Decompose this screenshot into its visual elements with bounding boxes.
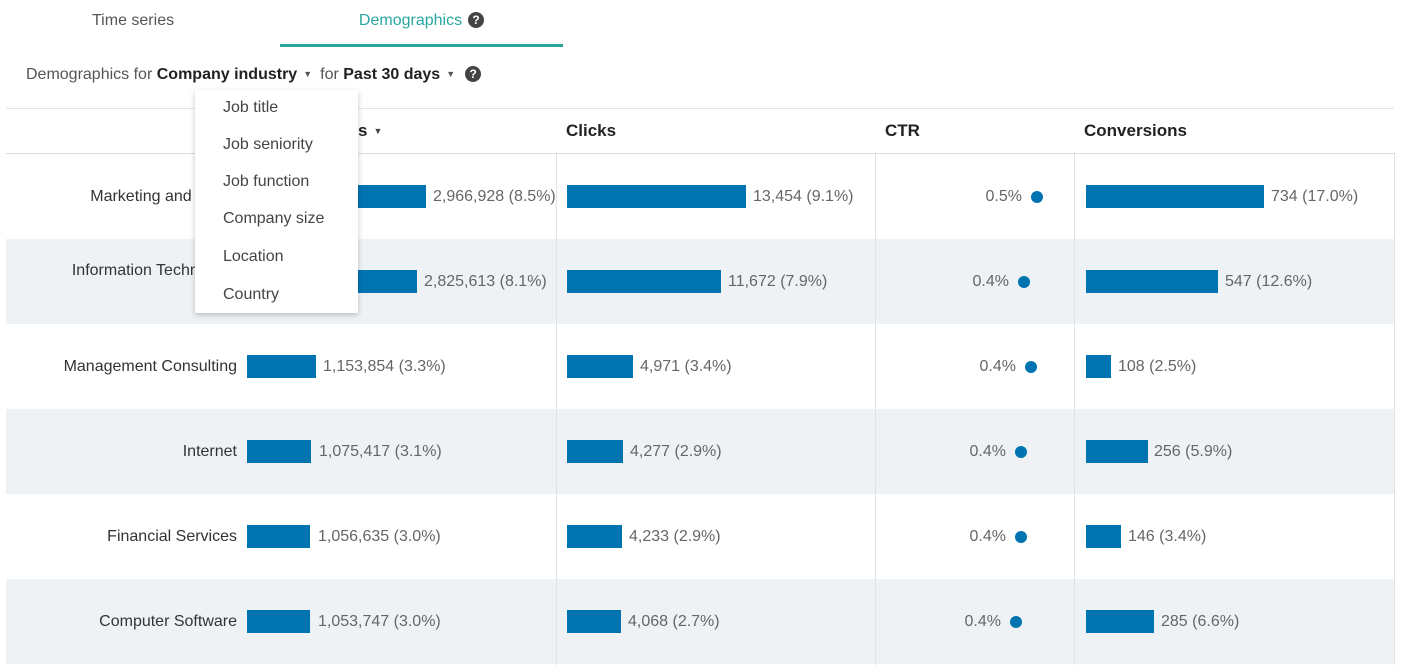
- tab-time-series[interactable]: Time series: [92, 12, 175, 29]
- ctr-dot: [1018, 275, 1030, 288]
- table-row: Financial Services 1,056,635 (3.0%) 4,23…: [6, 494, 1394, 579]
- row-category: Internet: [182, 442, 237, 460]
- impressions-bar: [247, 440, 311, 463]
- ctr-cell: 0.5%: [986, 154, 1043, 239]
- for-label: for: [320, 66, 339, 83]
- table-row: Computer Software 1,053,747 (3.0%) 4,068…: [6, 579, 1394, 664]
- ctr-cell: 0.4%: [973, 239, 1030, 324]
- impressions-bar: [346, 270, 417, 293]
- ctr-dot: [1015, 530, 1027, 543]
- impressions-bar: [247, 525, 310, 548]
- ctr-dot: [1031, 190, 1043, 203]
- ctr-value: 0.4%: [969, 527, 1006, 545]
- menu-item-location[interactable]: Location: [223, 248, 284, 265]
- column-divider: [556, 152, 557, 665]
- impressions-value: 2,825,613 (8.1%): [424, 273, 547, 290]
- tab-demographics-label: Demographics: [358, 12, 463, 29]
- column-header-impressions-label: s: [358, 121, 368, 140]
- clicks-bar: [567, 440, 623, 463]
- row-category: Management Consulting: [63, 357, 237, 375]
- conversions-value: 108 (2.5%): [1118, 358, 1197, 375]
- conversions-bar: [1086, 185, 1264, 208]
- filter-prefix: Demographics for: [26, 66, 153, 83]
- clicks-bar: [567, 185, 746, 208]
- ctr-value: 0.4%: [972, 272, 1009, 290]
- clicks-bar: [567, 525, 622, 548]
- ctr-cell: 0.4%: [965, 579, 1022, 664]
- conversions-bar: [1086, 440, 1148, 463]
- impressions-value: 1,053,747 (3.0%): [318, 613, 441, 630]
- menu-item-company-size[interactable]: Company size: [223, 210, 325, 227]
- conversions-value: 146 (3.4%): [1128, 528, 1207, 545]
- clicks-bar: [567, 355, 633, 378]
- ctr-cell: 0.4%: [970, 494, 1027, 579]
- table-header: s ▼ Clicks CTR Conversions: [6, 108, 1394, 154]
- help-icon[interactable]: ?: [465, 66, 482, 82]
- period-select[interactable]: Past 30 days: [343, 66, 441, 83]
- column-divider: [875, 152, 876, 665]
- column-header-conversions[interactable]: Conversions: [1084, 121, 1187, 140]
- ctr-dot: [1010, 615, 1022, 628]
- menu-item-country[interactable]: Country: [223, 286, 280, 303]
- dimension-dropdown-menu: Job title Job seniority Job function Com…: [195, 90, 358, 313]
- column-divider: [1394, 152, 1395, 665]
- help-icon[interactable]: ?: [468, 12, 485, 28]
- clicks-value: 11,672 (7.9%): [728, 273, 828, 290]
- ctr-cell: 0.4%: [970, 409, 1027, 494]
- clicks-value: 4,277 (2.9%): [630, 443, 722, 460]
- ctr-cell: 0.4%: [980, 324, 1037, 409]
- ctr-dot: [1015, 445, 1027, 458]
- row-category: Financial Services: [107, 527, 237, 545]
- conversions-value: 547 (12.6%): [1225, 273, 1313, 290]
- conversions-bar: [1086, 270, 1218, 293]
- impressions-bar: [346, 185, 426, 208]
- impressions-value: 2,966,928 (8.5%): [433, 188, 556, 205]
- impressions-bar: [247, 355, 316, 378]
- menu-item-job-function[interactable]: Job function: [223, 173, 310, 190]
- impressions-value: 1,056,635 (3.0%): [318, 528, 441, 545]
- conversions-value: 256 (5.9%): [1154, 443, 1233, 460]
- conversions-value: 285 (6.6%): [1161, 613, 1240, 630]
- column-header-clicks[interactable]: Clicks: [566, 121, 617, 140]
- ctr-value: 0.4%: [969, 442, 1006, 460]
- conversions-bar: [1086, 525, 1121, 548]
- conversions-bar: [1086, 610, 1154, 633]
- column-header-impressions[interactable]: s ▼: [358, 109, 382, 153]
- row-category: Computer Software: [99, 612, 237, 630]
- menu-item-job-title[interactable]: Job title: [223, 99, 279, 116]
- clicks-value: 4,233 (2.9%): [629, 528, 721, 545]
- period-caret-icon[interactable]: ▼: [446, 69, 456, 79]
- menu-item-job-seniority[interactable]: Job seniority: [223, 136, 313, 153]
- clicks-value: 4,068 (2.7%): [628, 613, 720, 630]
- clicks-value: 13,454 (9.1%): [753, 188, 854, 205]
- table-row: Internet 1,075,417 (3.1%) 4,277 (2.9%) 0…: [6, 409, 1394, 494]
- table-row: Management Consulting 1,153,854 (3.3%) 4…: [6, 324, 1394, 409]
- dimension-caret-icon[interactable]: ▼: [303, 69, 313, 79]
- column-header-ctr[interactable]: CTR: [885, 121, 920, 140]
- table-row: Marketing and Adver 2,966,928 (8.5%) 13,…: [6, 154, 1394, 239]
- impressions-value: 1,153,854 (3.3%): [323, 358, 446, 375]
- conversions-value: 734 (17.0%): [1271, 188, 1359, 205]
- ctr-dot: [1025, 360, 1037, 373]
- ctr-value: 0.4%: [979, 357, 1016, 375]
- sort-caret-icon: ▼: [373, 126, 383, 136]
- ctr-value: 0.5%: [985, 187, 1022, 205]
- dimension-select[interactable]: Company industry: [156, 66, 298, 83]
- conversions-bar: [1086, 355, 1111, 378]
- tab-bar: Time series Demographics?: [0, 0, 1401, 47]
- clicks-bar: [567, 270, 721, 293]
- ctr-value: 0.4%: [964, 612, 1001, 630]
- demographics-filter-bar: Demographics for Company industry ▼ for Pa…: [26, 66, 482, 84]
- tab-demographics[interactable]: Demographics?: [280, 0, 563, 47]
- clicks-value: 4,971 (3.4%): [640, 358, 732, 375]
- impressions-value: 1,075,417 (3.1%): [319, 443, 442, 460]
- clicks-bar: [567, 610, 621, 633]
- impressions-bar: [247, 610, 310, 633]
- column-divider: [1074, 152, 1075, 665]
